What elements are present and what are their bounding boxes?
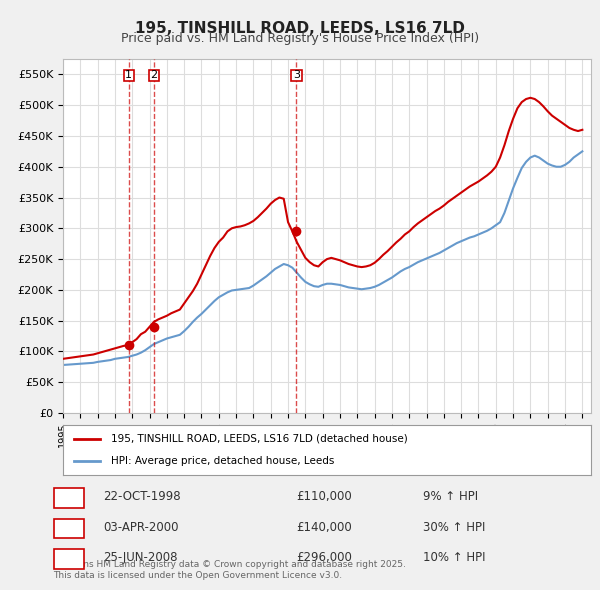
FancyBboxPatch shape [53,519,84,538]
Text: £110,000: £110,000 [296,490,352,503]
FancyBboxPatch shape [149,70,159,81]
Text: 10% ↑ HPI: 10% ↑ HPI [424,552,486,565]
Text: 195, TINSHILL ROAD, LEEDS, LS16 7LD: 195, TINSHILL ROAD, LEEDS, LS16 7LD [135,21,465,35]
FancyBboxPatch shape [291,70,302,81]
Text: 2: 2 [64,521,73,534]
Text: HPI: Average price, detached house, Leeds: HPI: Average price, detached house, Leed… [110,456,334,466]
FancyBboxPatch shape [53,488,84,507]
Text: 2: 2 [151,70,157,80]
FancyBboxPatch shape [53,549,84,569]
Text: Contains HM Land Registry data © Crown copyright and database right 2025.
This d: Contains HM Land Registry data © Crown c… [53,560,406,580]
Text: £140,000: £140,000 [296,521,352,534]
Text: Price paid vs. HM Land Registry's House Price Index (HPI): Price paid vs. HM Land Registry's House … [121,32,479,45]
Text: 1: 1 [64,490,73,503]
Text: 25-JUN-2008: 25-JUN-2008 [103,552,178,565]
Text: 03-APR-2000: 03-APR-2000 [103,521,179,534]
Text: 30% ↑ HPI: 30% ↑ HPI [424,521,486,534]
Text: 22-OCT-1998: 22-OCT-1998 [103,490,181,503]
Text: 1: 1 [125,70,132,80]
Text: 9% ↑ HPI: 9% ↑ HPI [424,490,478,503]
Text: 3: 3 [293,70,300,80]
Text: 3: 3 [64,552,73,565]
Text: 195, TINSHILL ROAD, LEEDS, LS16 7LD (detached house): 195, TINSHILL ROAD, LEEDS, LS16 7LD (det… [110,434,407,444]
FancyBboxPatch shape [124,70,134,81]
Text: £296,000: £296,000 [296,552,352,565]
